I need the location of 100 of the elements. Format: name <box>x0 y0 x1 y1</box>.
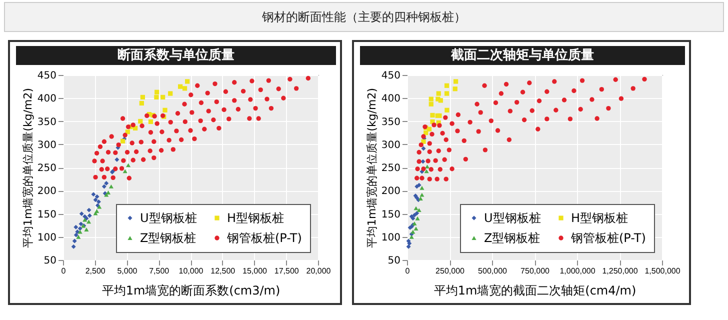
y-tick-label: 250 <box>37 163 56 174</box>
x-tick-label: 0 <box>405 266 410 276</box>
point <box>160 94 166 100</box>
legend-label: Z型钢板桩 <box>484 231 540 245</box>
point <box>420 192 424 197</box>
point <box>182 86 188 91</box>
x-tick-label: 2,500 <box>85 266 106 276</box>
point <box>74 224 78 230</box>
point <box>178 84 183 89</box>
x-tick-label: 17,500 <box>274 266 300 276</box>
point <box>415 216 420 220</box>
y-tick-label: 350 <box>381 116 400 128</box>
point <box>430 112 435 118</box>
point <box>93 198 98 202</box>
x-tick-label: 750,000 <box>520 266 550 276</box>
y-tick-label: 100 <box>37 232 56 244</box>
x-tick-label: 1,250,000 <box>602 266 638 276</box>
point <box>91 192 96 197</box>
y-tick-label: 100 <box>381 232 400 244</box>
point <box>78 230 82 234</box>
y-tick-label: 150 <box>37 209 56 220</box>
point <box>444 108 450 112</box>
legend-label: U型钢板桩 <box>484 211 541 225</box>
y-tick-label: 50 <box>44 256 56 266</box>
point <box>452 86 458 92</box>
x-tick-label: 20,000 <box>306 266 332 276</box>
point <box>168 91 173 96</box>
point <box>96 199 101 204</box>
point <box>414 226 418 231</box>
point <box>420 159 426 164</box>
y-tick-label: 200 <box>37 186 56 198</box>
point <box>75 230 80 234</box>
point <box>406 244 411 249</box>
x-tick-label: 10,000 <box>178 266 204 276</box>
point <box>104 180 109 186</box>
point <box>138 118 143 124</box>
point <box>87 213 92 218</box>
point <box>421 146 426 151</box>
y-tick-label: 250 <box>381 163 400 174</box>
point <box>424 169 429 174</box>
y-tick-label: 200 <box>381 186 400 198</box>
point <box>84 228 89 232</box>
point <box>114 157 120 162</box>
point <box>154 90 160 94</box>
legend-label: 钢管板桩(P-T) <box>570 231 646 245</box>
x-tick-label: 0 <box>61 266 66 276</box>
point <box>185 79 190 84</box>
chart-title: 断面系数与单位质量 <box>16 46 336 65</box>
y-axis-title: 平均1m墙宽的单位质量(kg/m2) <box>365 88 378 248</box>
point <box>79 212 84 216</box>
point <box>72 238 77 244</box>
point <box>420 186 424 190</box>
point <box>74 232 78 238</box>
point <box>78 222 84 226</box>
x-tick-label: 12,500 <box>210 266 236 276</box>
x-tick-label: 250,000 <box>436 266 466 276</box>
point <box>102 184 106 189</box>
point <box>436 91 441 96</box>
text: 钢材的断面性能（主要的四种钢板桩） <box>4 2 724 32</box>
point <box>428 96 434 102</box>
point <box>162 108 168 112</box>
y-tick-label: 400 <box>381 94 400 105</box>
point <box>414 211 420 216</box>
y-tick-label: 150 <box>381 209 400 220</box>
x-axis-title: 平均1m墙宽的断面系数(cm3/m) <box>102 284 280 298</box>
x-tick-label: 7,500 <box>149 266 170 276</box>
y-tick-label: 450 <box>381 70 400 82</box>
point <box>154 94 159 100</box>
point <box>139 100 144 106</box>
legend-label: H型钢板桩 <box>571 211 628 225</box>
point <box>424 130 428 136</box>
y-tick-label: 450 <box>37 70 56 82</box>
x-tick-label: 500,000 <box>478 266 508 276</box>
y-tick-label: 50 <box>388 256 400 266</box>
point <box>126 163 131 168</box>
point <box>86 220 92 224</box>
x-axis-title: 平均1m墙宽的截面二次轴矩(cm4/m) <box>434 284 636 298</box>
legend-label: Z型钢板桩 <box>140 231 196 245</box>
point <box>76 234 81 239</box>
point <box>409 234 414 239</box>
point <box>148 119 154 124</box>
point <box>94 194 100 199</box>
x-tick-label: 1,000,000 <box>560 266 596 276</box>
chart-title: 截面二次轴矩与单位质量 <box>360 46 685 65</box>
point <box>108 184 114 188</box>
point <box>444 91 450 96</box>
point <box>407 241 412 246</box>
legend-label: U型钢板桩 <box>140 211 197 225</box>
x-tick-label: 5,000 <box>117 266 138 276</box>
y-tick-label: 300 <box>37 140 56 151</box>
x-tick-label: 15,000 <box>242 266 268 276</box>
point <box>410 230 416 234</box>
point <box>438 98 443 103</box>
y-tick-label: 350 <box>37 116 56 128</box>
x-tick-label: 1,500,000 <box>644 266 681 276</box>
point <box>140 94 145 100</box>
legend-label: 钢管板桩(P-T) <box>226 231 302 245</box>
point <box>412 212 417 218</box>
point <box>421 139 426 144</box>
point <box>444 83 450 88</box>
